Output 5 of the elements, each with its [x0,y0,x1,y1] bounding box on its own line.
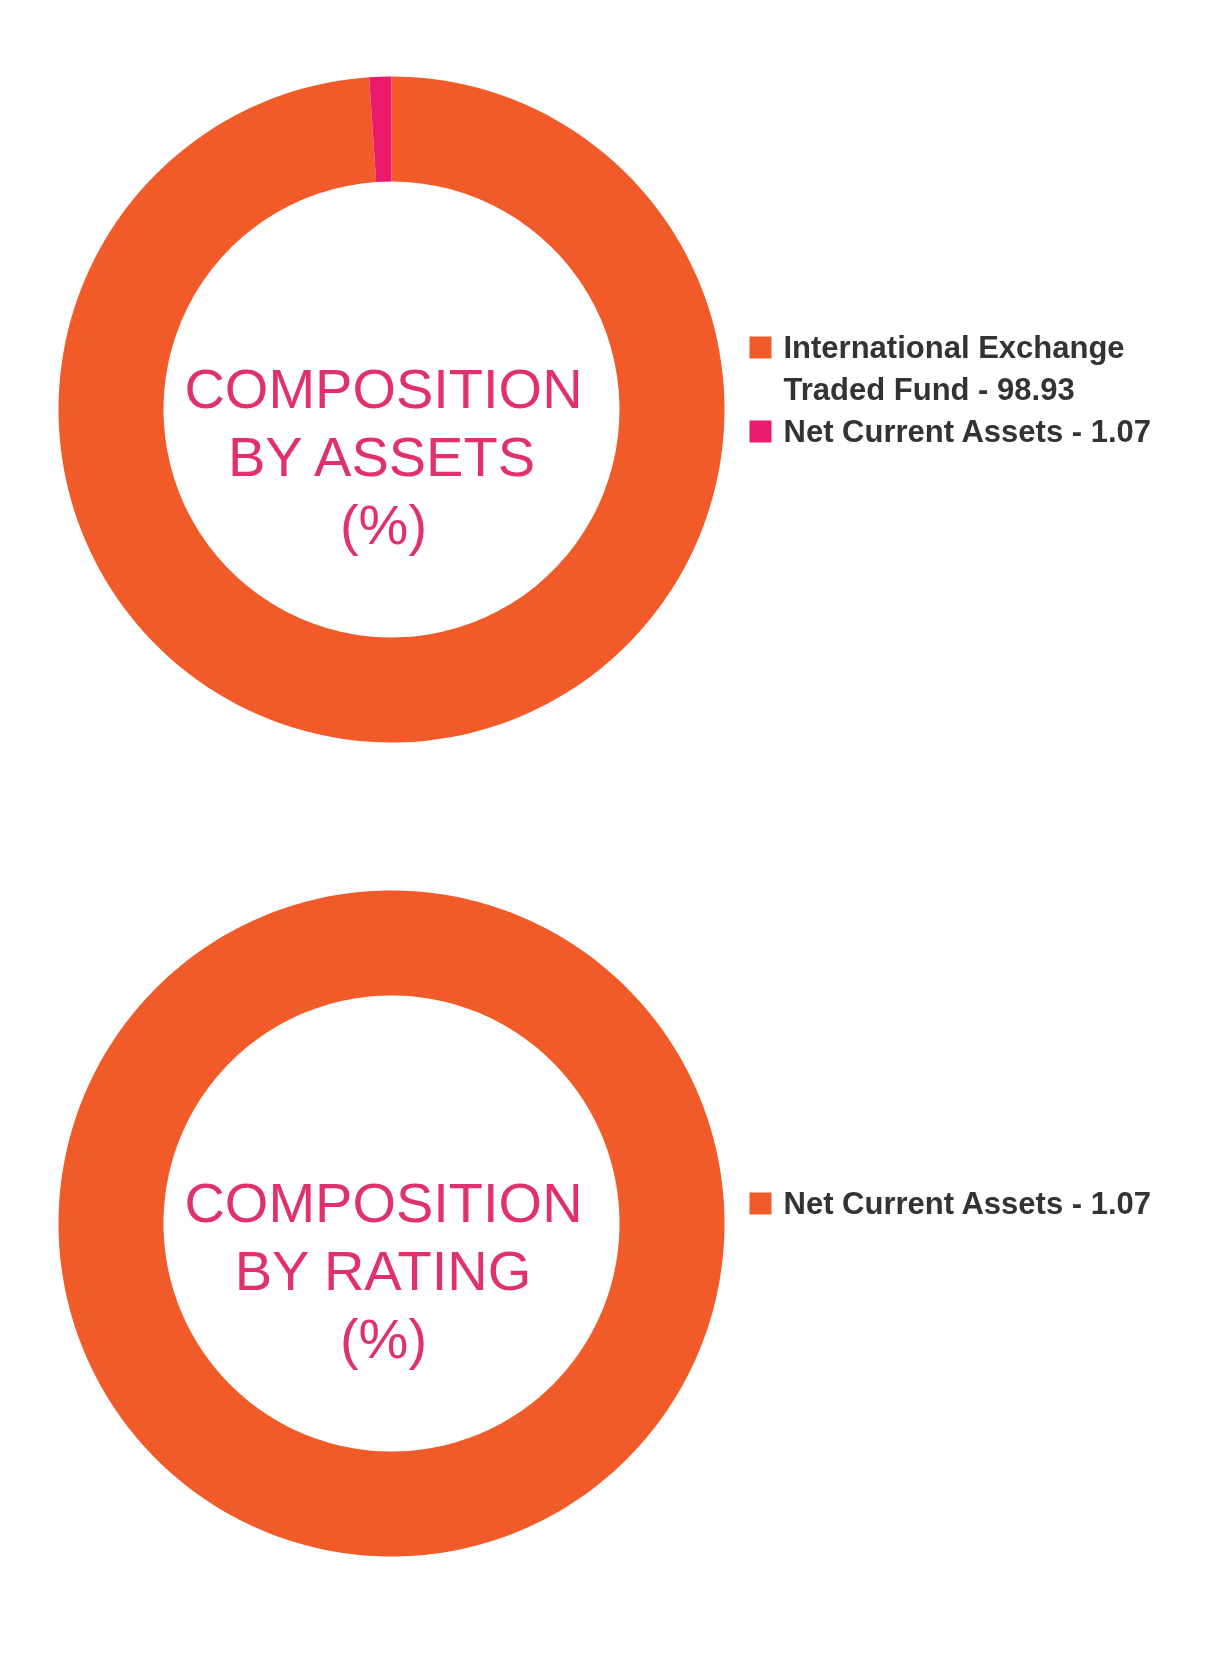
legend-label: International Exchange Traded Fund - 98.93 [783,330,1125,407]
legend-label: Net Current Assets - 1.07 [783,1186,1152,1221]
text: COMPOSITION BY ASSETS (%) [184,357,583,556]
legend-label: Net Current Assets - 1.07 [783,414,1152,449]
text: COMPOSITION BY RATING (%) [184,1171,583,1370]
